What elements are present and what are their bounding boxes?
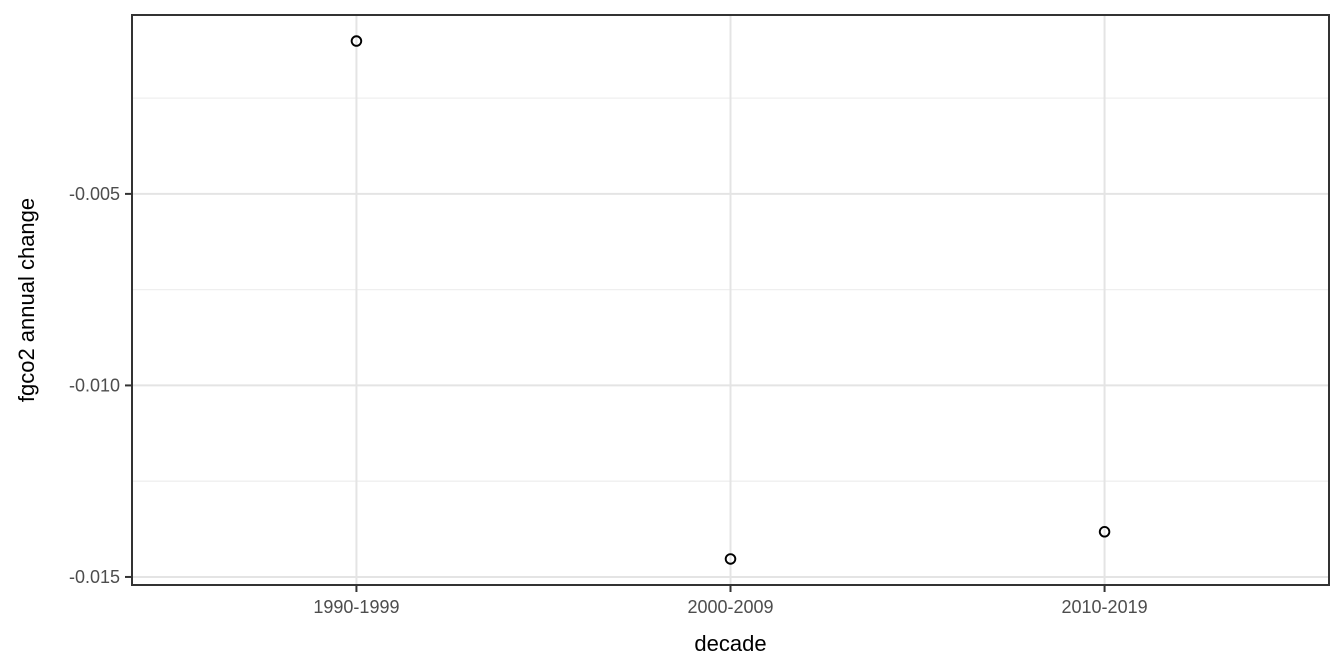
y-axis-title: fgco2 annual change — [14, 198, 39, 402]
gridlines-vertical — [355, 15, 1106, 585]
x-tick-label: 2000-2009 — [687, 597, 773, 617]
x-axis-title: decade — [694, 631, 766, 656]
y-tick-label: -0.005 — [69, 184, 120, 204]
x-axis-tick-labels: 1990-1999 2000-2009 2010-2019 — [313, 597, 1147, 617]
y-tick-label: -0.010 — [69, 375, 120, 395]
x-tick-label: 2010-2019 — [1062, 597, 1148, 617]
x-tick-label: 1990-1999 — [313, 597, 399, 617]
y-axis-tick-labels: -0.005 -0.010 -0.015 — [69, 184, 120, 587]
y-tick-label: -0.015 — [69, 567, 120, 587]
data-point — [350, 35, 363, 47]
data-point — [724, 553, 737, 565]
data-point — [1098, 526, 1111, 538]
axis-tick-marks — [125, 192, 1106, 592]
data-points — [350, 35, 1111, 565]
